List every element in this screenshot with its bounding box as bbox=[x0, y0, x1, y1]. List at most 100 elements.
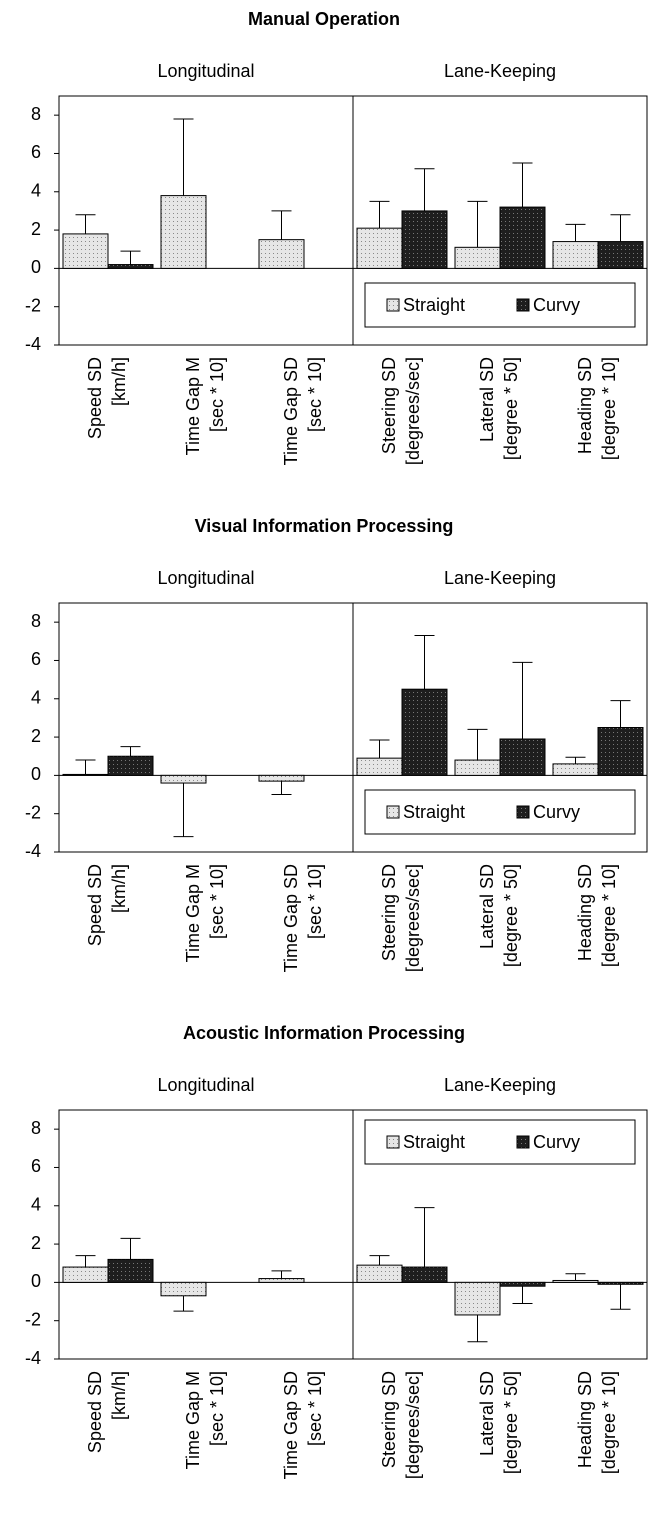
error-bar bbox=[512, 1286, 533, 1304]
x-tick-label: [degree * 50] bbox=[501, 864, 521, 967]
error-bar bbox=[173, 1295, 194, 1312]
x-tick-label: Speed SD bbox=[85, 357, 105, 439]
chart: Acoustic Information Processing Longitudi… bbox=[25, 1023, 648, 1479]
y-tick-label: 6 bbox=[31, 142, 41, 162]
y-tick-label: 2 bbox=[31, 1233, 41, 1253]
chart-title: Visual Information Processing bbox=[195, 516, 454, 536]
bar bbox=[107, 264, 154, 269]
bar bbox=[62, 233, 109, 269]
x-tick-label: [degree * 10] bbox=[599, 1371, 619, 1474]
y-tick-label: 8 bbox=[31, 104, 41, 124]
error-bar bbox=[610, 1284, 631, 1310]
x-tick-label: [km/h] bbox=[109, 1371, 129, 1420]
error-bar bbox=[512, 162, 533, 208]
error-bar bbox=[271, 781, 292, 796]
x-tick-label: Lateral SD bbox=[477, 357, 497, 442]
legend-label: Curvy bbox=[533, 295, 580, 315]
error-bar bbox=[610, 214, 631, 242]
legend-label: Straight bbox=[403, 1132, 465, 1152]
x-tick-label: [sec * 10] bbox=[305, 864, 325, 939]
y-tick-label: -4 bbox=[25, 1348, 41, 1368]
x-tick-label: Speed SD bbox=[85, 1371, 105, 1453]
y-tick-label: 4 bbox=[31, 1195, 41, 1215]
group-label: Lane-Keeping bbox=[444, 1075, 556, 1095]
bar bbox=[356, 227, 403, 269]
x-tick-label: [sec * 10] bbox=[305, 1371, 325, 1446]
y-tick-label: 4 bbox=[31, 181, 41, 201]
x-tick-label: Heading SD bbox=[575, 864, 595, 961]
x-tick-label: Steering SD bbox=[379, 1371, 399, 1468]
group-label: Longitudinal bbox=[157, 1075, 254, 1095]
y-tick-label: 2 bbox=[31, 219, 41, 239]
error-bar bbox=[467, 200, 488, 248]
y-tick-label: 2 bbox=[31, 726, 41, 746]
bar bbox=[597, 727, 644, 776]
group-label: Longitudinal bbox=[157, 568, 254, 588]
x-tick-label: Lateral SD bbox=[477, 864, 497, 949]
bar bbox=[499, 1281, 546, 1287]
group-label: Lane-Keeping bbox=[444, 568, 556, 588]
error-bar bbox=[467, 728, 488, 761]
bar bbox=[454, 1281, 501, 1316]
x-tick-label: Time Gap SD bbox=[281, 1371, 301, 1479]
error-bar bbox=[120, 250, 141, 265]
bar bbox=[356, 1264, 403, 1283]
x-tick-label: [sec * 10] bbox=[207, 864, 227, 939]
legend-label: Curvy bbox=[533, 1132, 580, 1152]
legend-label: Straight bbox=[403, 295, 465, 315]
y-tick-label: -2 bbox=[25, 295, 41, 315]
x-tick-label: Steering SD bbox=[379, 864, 399, 961]
bar bbox=[552, 1279, 599, 1283]
bar bbox=[454, 759, 501, 776]
bar bbox=[401, 688, 448, 776]
y-tick-label: 6 bbox=[31, 649, 41, 669]
error-bar bbox=[75, 759, 96, 775]
group-label: Longitudinal bbox=[157, 61, 254, 81]
y-tick-label: -4 bbox=[25, 334, 41, 354]
y-tick-label: 6 bbox=[31, 1156, 41, 1176]
y-tick-label: -4 bbox=[25, 841, 41, 861]
bar bbox=[454, 246, 501, 269]
bar bbox=[258, 1278, 305, 1283]
error-bar bbox=[271, 1270, 292, 1279]
legend: Straight Curvy bbox=[364, 789, 636, 835]
bar bbox=[597, 241, 644, 269]
x-tick-label: [km/h] bbox=[109, 357, 129, 406]
bar bbox=[258, 774, 305, 782]
legend-swatch bbox=[386, 298, 400, 312]
error-bar bbox=[75, 1255, 96, 1268]
error-bar bbox=[512, 661, 533, 739]
legend: Straight Curvy bbox=[364, 1119, 636, 1165]
error-bar bbox=[369, 739, 390, 759]
x-tick-label: [degree * 50] bbox=[501, 1371, 521, 1474]
chart: Visual Information Processing Longitudina… bbox=[25, 516, 648, 972]
bar bbox=[62, 1266, 109, 1283]
legend-swatch bbox=[386, 805, 400, 819]
y-tick-label: 8 bbox=[31, 611, 41, 631]
error-bar bbox=[565, 756, 586, 764]
error-bar bbox=[414, 635, 435, 690]
legend-label: Curvy bbox=[533, 802, 580, 822]
x-tick-label: [degree * 10] bbox=[599, 357, 619, 460]
x-tick-label: Time Gap M bbox=[183, 357, 203, 455]
y-tick-label: -2 bbox=[25, 802, 41, 822]
error-bar bbox=[414, 168, 435, 211]
error-bar bbox=[173, 783, 194, 838]
y-tick-label: 4 bbox=[31, 688, 41, 708]
x-tick-label: Time Gap M bbox=[183, 1371, 203, 1469]
bar bbox=[107, 755, 154, 776]
y-tick-label: 0 bbox=[31, 764, 41, 784]
bar bbox=[160, 774, 207, 784]
x-tick-label: [sec * 10] bbox=[207, 357, 227, 432]
error-bar bbox=[173, 118, 194, 196]
y-tick-label: -2 bbox=[25, 1309, 41, 1329]
legend-label: Straight bbox=[403, 802, 465, 822]
x-tick-label: Time Gap SD bbox=[281, 357, 301, 465]
bar bbox=[401, 210, 448, 269]
error-bar bbox=[565, 1273, 586, 1281]
error-bar bbox=[414, 1207, 435, 1268]
bar bbox=[499, 738, 546, 776]
y-tick-label: 0 bbox=[31, 1271, 41, 1291]
legend: Straight Curvy bbox=[364, 282, 636, 328]
